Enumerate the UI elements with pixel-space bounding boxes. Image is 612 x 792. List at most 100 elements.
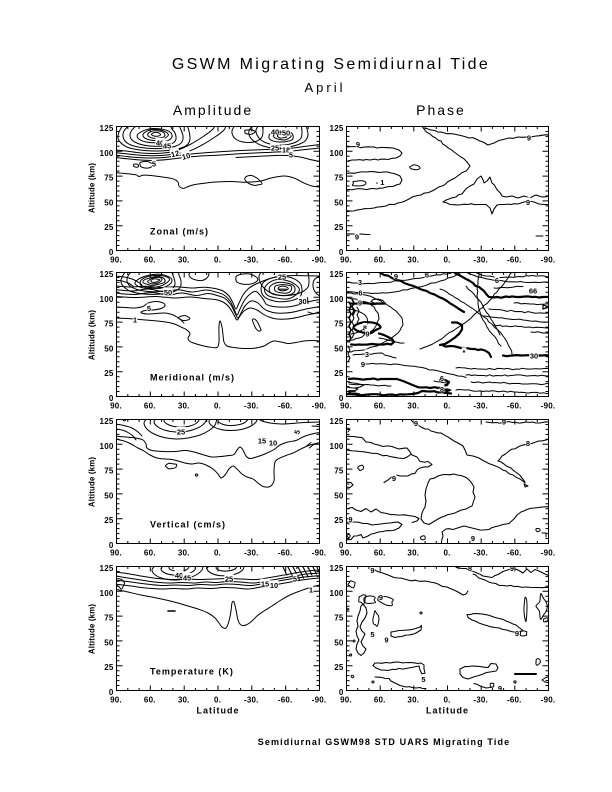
svg-text:Vertical (cm/s): Vertical (cm/s) [150, 520, 226, 530]
svg-text:-60.: -60. [278, 549, 293, 558]
svg-text:100: 100 [330, 148, 344, 157]
svg-text:0.: 0. [214, 696, 221, 705]
svg-text:60.: 60. [144, 696, 156, 705]
svg-text:50: 50 [104, 491, 114, 500]
svg-text:9: 9 [498, 684, 502, 693]
svg-text:9: 9 [502, 417, 506, 426]
svg-text:40: 40 [156, 138, 164, 147]
svg-text:0: 0 [109, 248, 114, 257]
svg-text:9: 9 [356, 139, 360, 148]
svg-text:0: 0 [109, 541, 114, 550]
svg-text:-90.: -90. [312, 255, 327, 264]
svg-text:45: 45 [163, 141, 171, 150]
svg-text:-90.: -90. [312, 696, 327, 705]
svg-text:125: 125 [330, 417, 344, 426]
svg-text:0.: 0. [214, 402, 221, 411]
svg-text:90.: 90. [110, 549, 122, 558]
svg-text:8: 8 [440, 385, 444, 394]
svg-text:10: 10 [269, 438, 277, 447]
svg-text:125: 125 [100, 124, 114, 133]
svg-text:75: 75 [104, 320, 114, 329]
svg-text:90.: 90. [340, 696, 352, 705]
svg-text:25: 25 [334, 369, 344, 378]
svg-text:5: 5 [293, 574, 297, 583]
svg-text:9: 9 [471, 534, 475, 543]
svg-text:75: 75 [104, 173, 114, 182]
svg-text:50: 50 [334, 198, 344, 207]
svg-text:6: 6 [495, 276, 499, 285]
svg-text:15: 15 [261, 579, 269, 588]
svg-text:9: 9 [526, 197, 530, 206]
svg-text:6: 6 [425, 270, 429, 279]
svg-text:50: 50 [164, 288, 172, 297]
svg-text:0.: 0. [214, 549, 221, 558]
svg-text:Zonal (m/s): Zonal (m/s) [150, 226, 209, 236]
svg-text:-30.: -30. [473, 549, 488, 558]
svg-text:100: 100 [100, 442, 114, 451]
svg-text:-60.: -60. [278, 402, 293, 411]
svg-text:50: 50 [104, 198, 114, 207]
svg-text:125: 125 [330, 564, 344, 573]
svg-text:50: 50 [334, 344, 344, 353]
svg-text:-60.: -60. [278, 255, 293, 264]
svg-text:75: 75 [104, 467, 114, 476]
svg-text:-30.: -30. [244, 549, 259, 558]
svg-text:125: 125 [100, 564, 114, 573]
svg-text:-90.: -90. [541, 696, 556, 705]
svg-text:30.: 30. [178, 696, 190, 705]
svg-text:5: 5 [147, 304, 151, 313]
svg-text:100: 100 [330, 442, 344, 451]
svg-text:0: 0 [339, 248, 344, 257]
svg-text:50: 50 [334, 491, 344, 500]
svg-text:60.: 60. [144, 255, 156, 264]
svg-text:75: 75 [334, 320, 344, 329]
svg-text:9: 9 [370, 566, 374, 575]
svg-text:90.: 90. [340, 402, 352, 411]
svg-text:-90.: -90. [541, 549, 556, 558]
svg-text:75: 75 [334, 173, 344, 182]
svg-text:9: 9 [379, 593, 383, 602]
svg-text:9: 9 [358, 298, 362, 307]
svg-text:0: 0 [109, 394, 114, 403]
svg-text:25: 25 [334, 223, 344, 232]
svg-text:-30.: -30. [473, 696, 488, 705]
svg-text:25: 25 [104, 223, 114, 232]
svg-text:9: 9 [355, 232, 359, 241]
svg-text:60.: 60. [374, 255, 386, 264]
svg-text:30.: 30. [407, 696, 419, 705]
svg-text:30.: 30. [178, 549, 190, 558]
svg-text:9: 9 [510, 564, 514, 573]
svg-text:25: 25 [334, 516, 344, 525]
svg-text:25: 25 [104, 663, 114, 672]
svg-text:60.: 60. [144, 402, 156, 411]
svg-text:25: 25 [278, 272, 286, 281]
svg-text:0.: 0. [214, 255, 221, 264]
svg-text:9: 9 [414, 419, 418, 428]
svg-text:125: 125 [330, 270, 344, 279]
svg-text:25: 25 [104, 369, 114, 378]
svg-text:5: 5 [292, 429, 302, 435]
svg-text:30.: 30. [407, 402, 419, 411]
svg-text:100: 100 [100, 148, 114, 157]
svg-text:100: 100 [100, 589, 114, 598]
svg-text:30: 30 [298, 297, 306, 306]
svg-text:-30.: -30. [244, 402, 259, 411]
svg-text:3: 3 [358, 278, 362, 287]
svg-text:9: 9 [348, 515, 352, 524]
svg-text:Temperature (K): Temperature (K) [150, 667, 234, 677]
svg-text:1: 1 [309, 585, 313, 594]
svg-text:0: 0 [339, 394, 344, 403]
svg-text:50: 50 [334, 638, 344, 647]
svg-text:125: 125 [100, 270, 114, 279]
svg-text:30: 30 [530, 351, 538, 360]
svg-text:10: 10 [181, 151, 191, 162]
svg-text:50: 50 [104, 638, 114, 647]
svg-text:0.: 0. [443, 696, 450, 705]
svg-text:9: 9 [515, 629, 519, 638]
svg-text:-30.: -30. [473, 402, 488, 411]
svg-text:30.: 30. [178, 255, 190, 264]
svg-text:-30.: -30. [473, 255, 488, 264]
svg-text:9: 9 [394, 272, 398, 281]
svg-text:75: 75 [104, 614, 114, 623]
svg-text:60.: 60. [374, 402, 386, 411]
